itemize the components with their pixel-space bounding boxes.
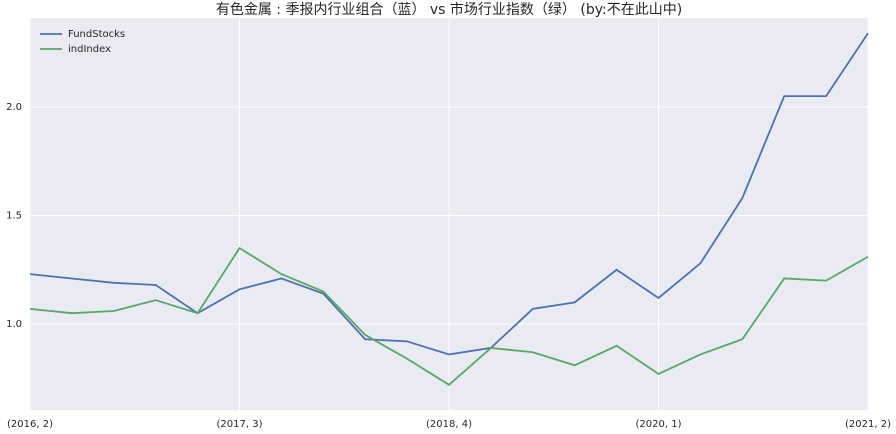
- legend-label: indIndex: [68, 44, 111, 55]
- x-tick-label: (2021, 2): [845, 419, 891, 430]
- y-tick-label: 1.5: [6, 211, 22, 222]
- x-tick-label: (2016, 2): [7, 419, 53, 430]
- line-series: [29, 32, 869, 356]
- x-tick-label: (2017, 3): [217, 419, 263, 430]
- x-tick-label: (2018, 4): [426, 419, 472, 430]
- y-tick-label: 1.0: [6, 319, 22, 330]
- legend-label: FundStocks: [68, 29, 125, 40]
- line-series: [29, 246, 869, 386]
- y-tick-label: 2.0: [6, 102, 22, 113]
- chart-title: 有色金属 : 季报内行业组合（蓝） vs 市场行业指数（绿） (by:不在此山中…: [216, 1, 682, 18]
- x-tick-label: (2020, 1): [636, 419, 682, 430]
